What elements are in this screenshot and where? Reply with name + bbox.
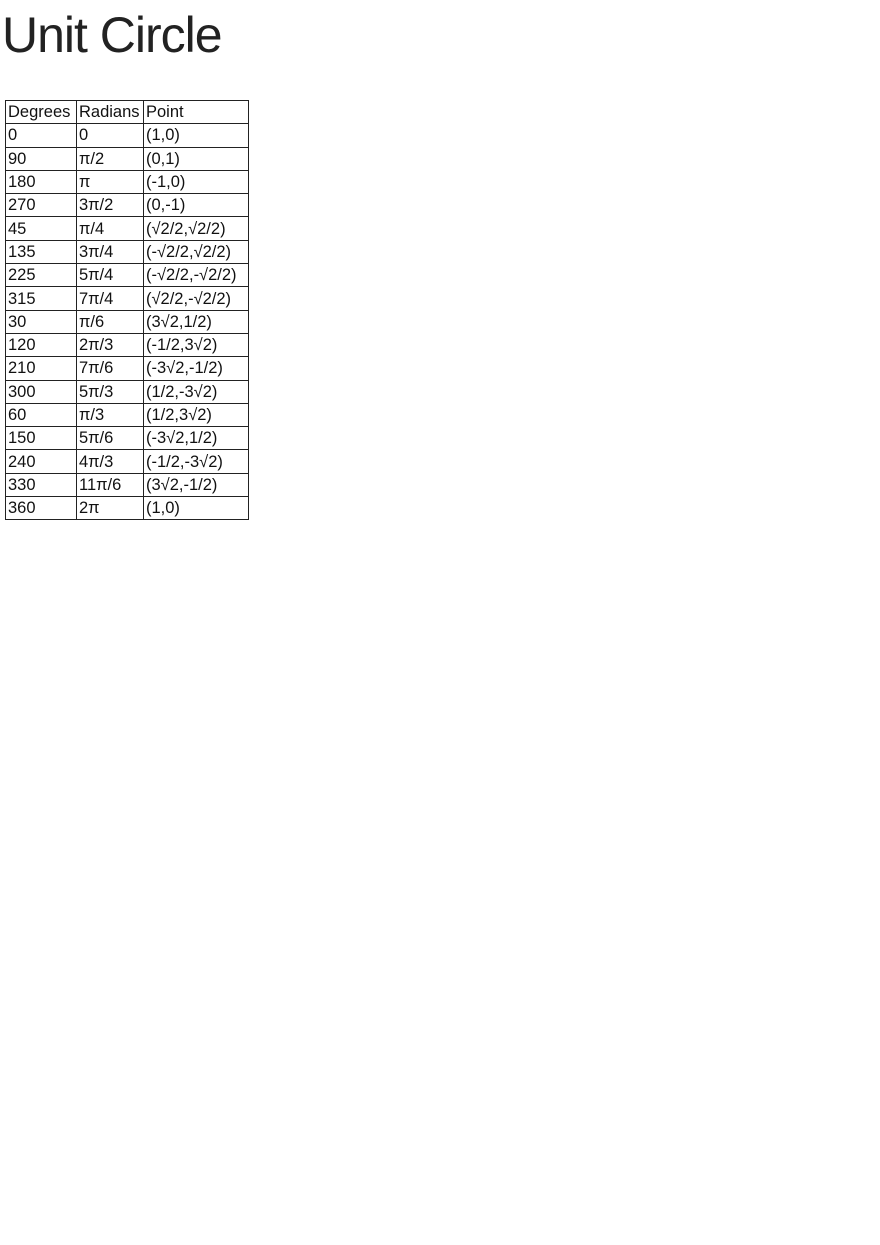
table-row: 30 π/6 (3√2,1/2) — [5, 309, 249, 334]
degrees-cell: 360 — [5, 496, 77, 521]
table-row: 360 2π (1,0) — [5, 496, 249, 521]
point-cell: (1/2,-3√2) — [143, 379, 249, 404]
point-cell: (-√2/2,√2/2) — [143, 239, 249, 265]
degrees-cell: 315 — [5, 286, 77, 311]
radians-cell: 7π/4 — [76, 286, 144, 311]
degrees-cell: 270 — [5, 193, 77, 218]
table-row: 240 4π/3 (-1/2,-3√2) — [5, 449, 249, 474]
degrees-cell: 45 — [5, 216, 77, 241]
table-row: 135 3π/4 (-√2/2,√2/2) — [5, 239, 249, 265]
table-row: 150 5π/6 (-3√2,1/2) — [5, 426, 249, 451]
degrees-cell: 210 — [5, 356, 77, 381]
point-cell: (-3√2,1/2) — [143, 426, 249, 451]
header-cell: Point — [143, 99, 249, 125]
table-row: 225 5π/4 (-√2/2,-√2/2) — [5, 263, 249, 288]
table-row: 300 5π/3 (1/2,-3√2) — [5, 379, 249, 404]
point-cell: (3√2,1/2) — [143, 309, 249, 334]
table-row: 0 0 (1,0) — [5, 123, 249, 148]
degrees-cell: 60 — [5, 402, 77, 428]
radians-cell: 3π/2 — [76, 193, 144, 218]
point-cell: (0,1) — [143, 146, 249, 171]
table-row: 60 π/3 (1/2,3√2) — [5, 402, 249, 428]
header-cell: Degrees — [5, 99, 77, 125]
radians-cell: 0 — [76, 123, 144, 148]
point-cell: (1/2,3√2) — [143, 402, 249, 428]
table-row: 90 π/2 (0,1) — [5, 146, 249, 171]
radians-cell: π/6 — [76, 309, 144, 334]
radians-cell: 7π/6 — [76, 356, 144, 381]
point-cell: (√2/2,√2/2) — [143, 216, 249, 241]
radians-cell: π — [76, 169, 144, 195]
point-cell: (-1/2,-3√2) — [143, 449, 249, 474]
point-cell: (-3√2,-1/2) — [143, 356, 249, 381]
radians-cell: 11π/6 — [76, 472, 144, 498]
radians-cell: 2π/3 — [76, 332, 144, 358]
radians-cell: 5π/4 — [76, 263, 144, 288]
degrees-cell: 240 — [5, 449, 77, 474]
degrees-cell: 300 — [5, 379, 77, 404]
degrees-cell: 180 — [5, 169, 77, 195]
radians-cell: π/2 — [76, 146, 144, 171]
point-cell: (-1/2,3√2) — [143, 332, 249, 358]
point-cell: (√2/2,-√2/2) — [143, 286, 249, 311]
point-cell: (1,0) — [143, 496, 249, 521]
table-row: 330 11π/6 (3√2,-1/2) — [5, 472, 249, 498]
radians-cell: 5π/6 — [76, 426, 144, 451]
radians-cell: 2π — [76, 496, 144, 521]
degrees-cell: 150 — [5, 426, 77, 451]
degrees-cell: 225 — [5, 263, 77, 288]
degrees-cell: 135 — [5, 239, 77, 265]
radians-cell: π/3 — [76, 402, 144, 428]
radians-cell: π/4 — [76, 216, 144, 241]
point-cell: (0,-1) — [143, 193, 249, 218]
header-cell: Radians — [76, 99, 144, 125]
radians-cell: 4π/3 — [76, 449, 144, 474]
point-cell: (3√2,-1/2) — [143, 472, 249, 498]
page-title: Unit Circle — [2, 7, 223, 63]
header-row: Degrees Radians Point — [5, 99, 249, 125]
degrees-cell: 90 — [5, 146, 77, 171]
point-cell: (-√2/2,-√2/2) — [143, 263, 249, 288]
point-cell: (1,0) — [143, 123, 249, 148]
radians-cell: 5π/3 — [76, 379, 144, 404]
table-row: 45 π/4 (√2/2,√2/2) — [5, 216, 249, 241]
table-row: 210 7π/6 (-3√2,-1/2) — [5, 356, 249, 381]
radians-cell: 3π/4 — [76, 239, 144, 265]
table-row: 180 π (-1,0) — [5, 169, 249, 195]
table-row: 315 7π/4 (√2/2,-√2/2) — [5, 286, 249, 311]
degrees-cell: 120 — [5, 332, 77, 358]
table-row: 270 3π/2 (0,-1) — [5, 193, 249, 218]
unit-circle-table: Degrees Radians Point 0 0 (1,0) 90 π/2 (0,1) 1… — [5, 99, 249, 521]
degrees-cell: 330 — [5, 472, 77, 498]
table-row: 120 2π/3 (-1/2,3√2) — [5, 332, 249, 358]
degrees-cell: 30 — [5, 309, 77, 334]
degrees-cell: 0 — [5, 123, 77, 148]
point-cell: (-1,0) — [143, 169, 249, 195]
